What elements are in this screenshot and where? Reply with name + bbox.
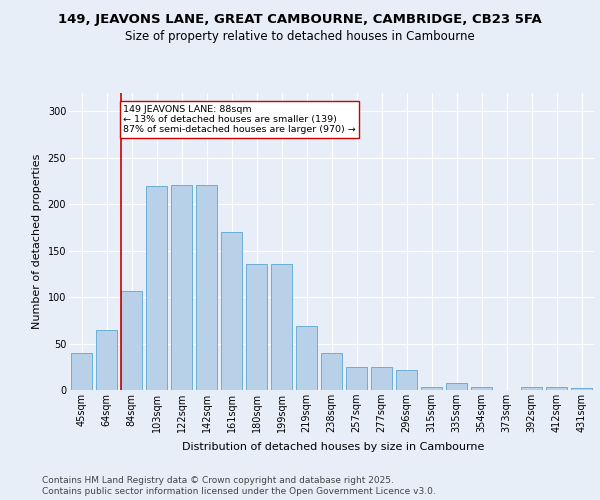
- Text: 149, JEAVONS LANE, GREAT CAMBOURNE, CAMBRIDGE, CB23 5FA: 149, JEAVONS LANE, GREAT CAMBOURNE, CAMB…: [58, 12, 542, 26]
- Bar: [471, 387, 492, 390]
- Bar: [371, 367, 392, 390]
- Bar: [421, 387, 442, 390]
- Bar: [246, 264, 267, 390]
- Bar: [121, 290, 142, 390]
- Text: Contains HM Land Registry data © Crown copyright and database right 2025.: Contains HM Land Registry data © Crown c…: [42, 476, 394, 485]
- Bar: [146, 186, 167, 390]
- Bar: [321, 353, 342, 390]
- Bar: [546, 387, 567, 390]
- Text: Size of property relative to detached houses in Cambourne: Size of property relative to detached ho…: [125, 30, 475, 43]
- Text: Distribution of detached houses by size in Cambourne: Distribution of detached houses by size …: [182, 442, 484, 452]
- Bar: [221, 232, 242, 390]
- Bar: [71, 353, 92, 390]
- Bar: [271, 264, 292, 390]
- Text: Contains public sector information licensed under the Open Government Licence v3: Contains public sector information licen…: [42, 488, 436, 496]
- Bar: [196, 186, 217, 390]
- Bar: [396, 370, 417, 390]
- Bar: [346, 367, 367, 390]
- Bar: [521, 387, 542, 390]
- Y-axis label: Number of detached properties: Number of detached properties: [32, 154, 42, 329]
- Bar: [446, 384, 467, 390]
- Bar: [96, 330, 117, 390]
- Bar: [296, 326, 317, 390]
- Bar: [171, 186, 192, 390]
- Text: 149 JEAVONS LANE: 88sqm
← 13% of detached houses are smaller (139)
87% of semi-d: 149 JEAVONS LANE: 88sqm ← 13% of detache…: [123, 104, 356, 134]
- Bar: [571, 388, 592, 390]
